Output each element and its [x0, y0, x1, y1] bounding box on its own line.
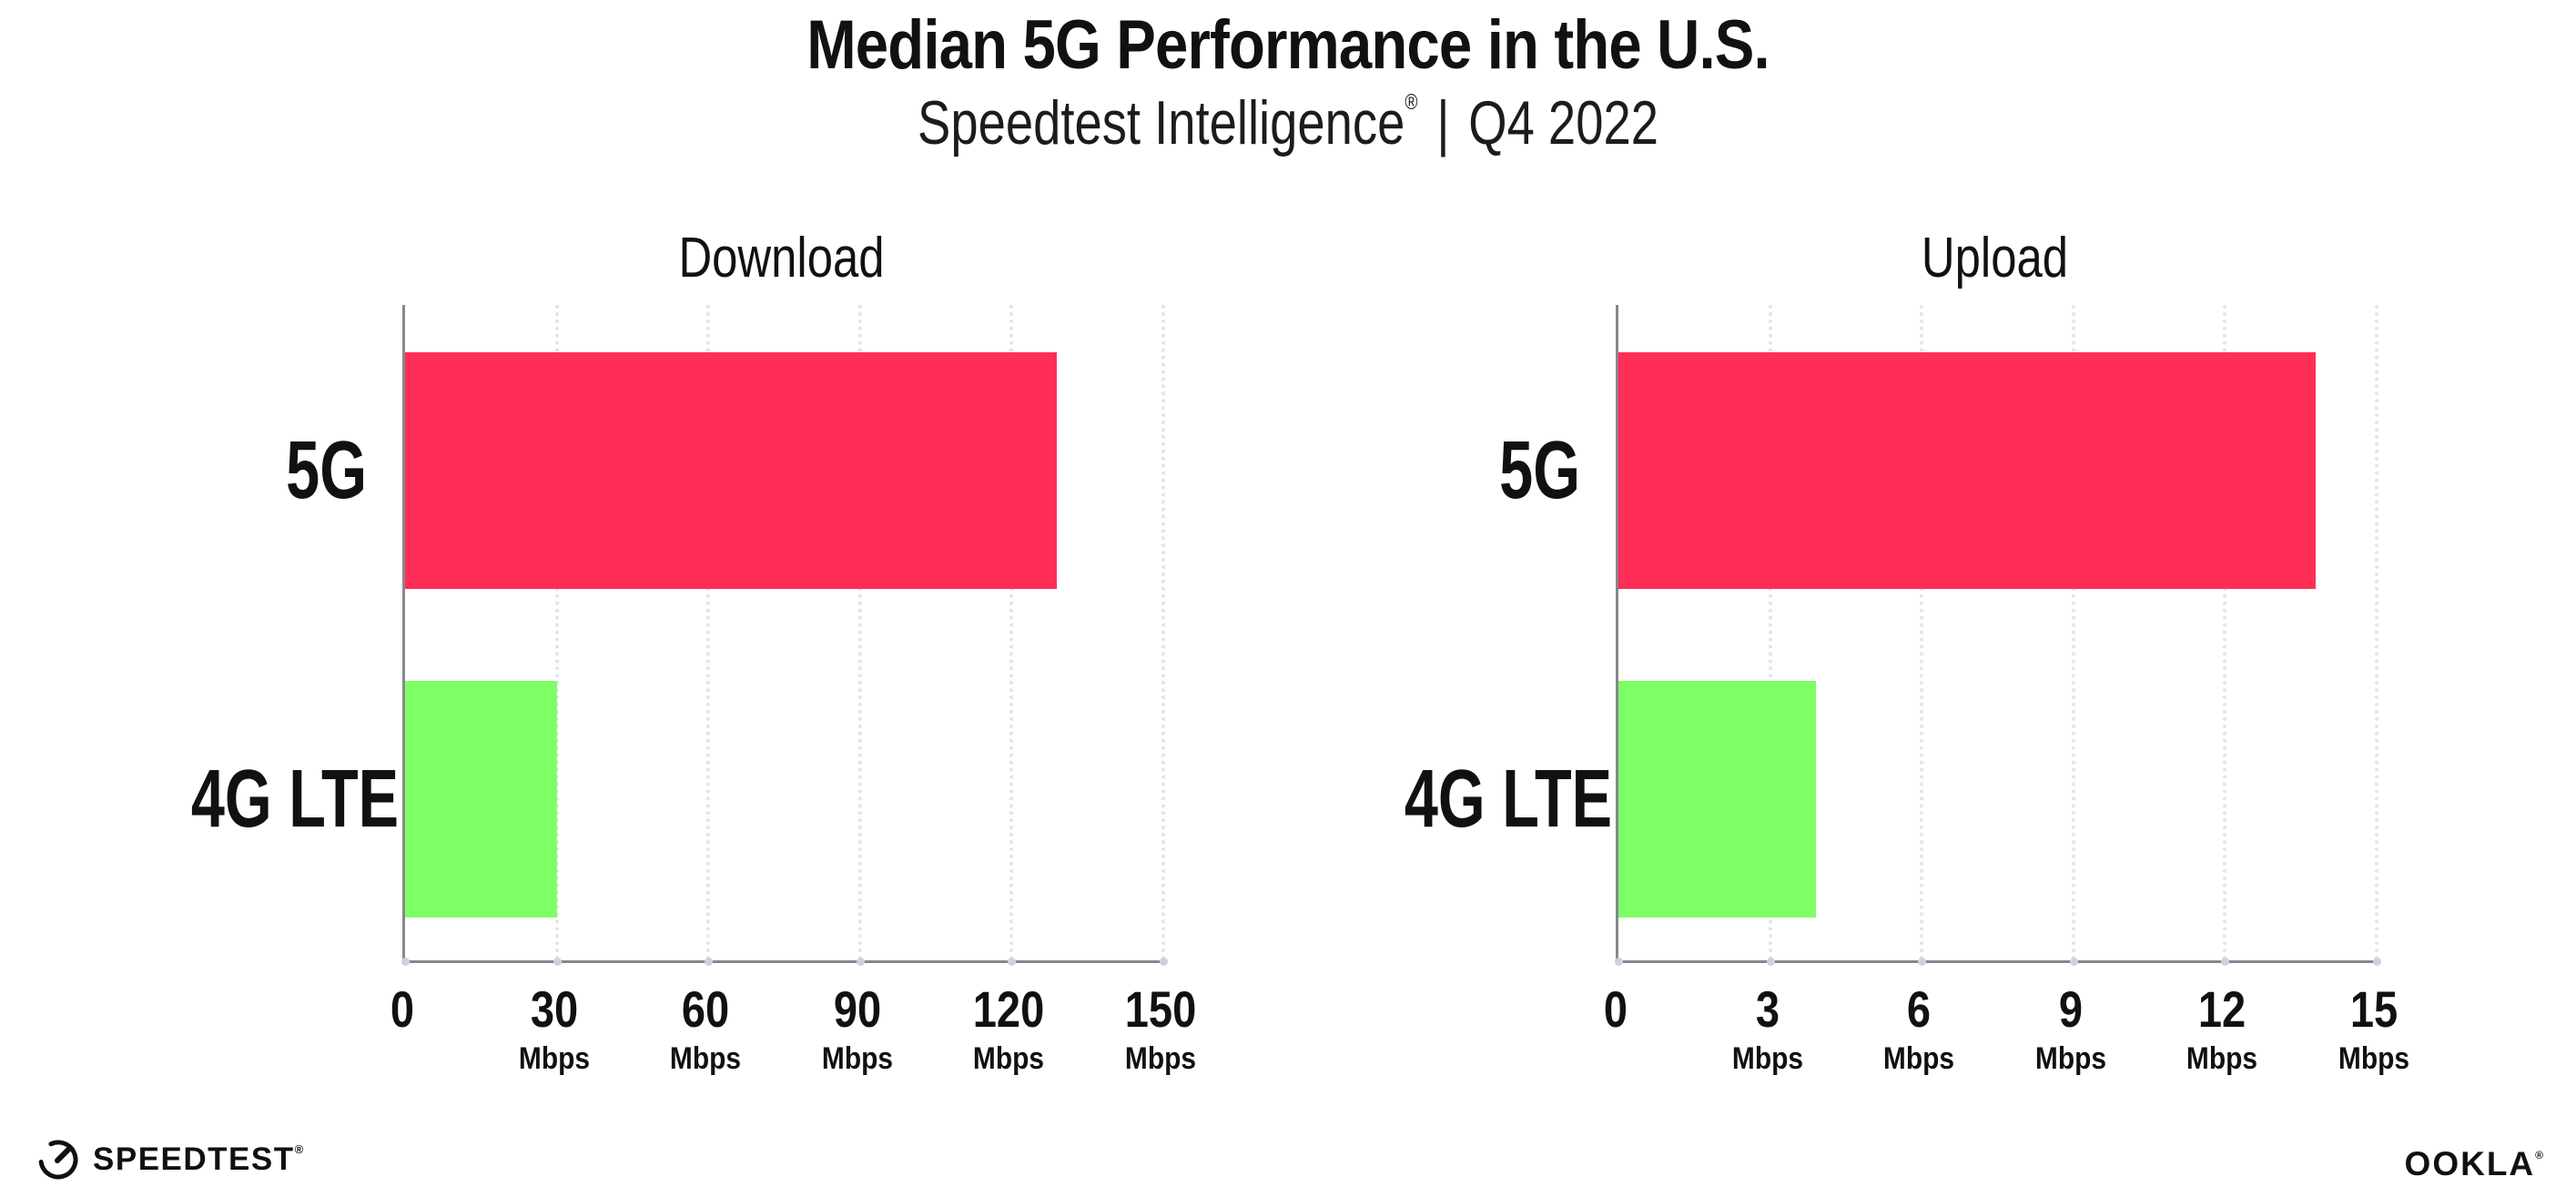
x-tick-12-upload: 12 Mbps — [2122, 980, 2322, 1077]
axis-tick-dot — [401, 958, 410, 966]
gridline-60-download — [706, 305, 711, 960]
speedtest-gauge-icon — [38, 1140, 78, 1180]
registered-mark-icon: ® — [294, 1142, 304, 1156]
gridline-3-upload — [1768, 305, 1772, 960]
x-tick-unit: Mbps — [2338, 1041, 2410, 1076]
registered-mark-icon: ® — [1405, 90, 1418, 115]
bar-5g-upload — [1618, 352, 2317, 589]
axis-tick-dot — [553, 958, 562, 966]
speedtest-logo: SPEEDTEST® — [36, 1138, 303, 1182]
x-tick-value: 12 — [2198, 980, 2246, 1038]
x-tick-value: 0 — [390, 980, 415, 1038]
gridline-9-upload — [2071, 305, 2075, 960]
x-tick-unit: Mbps — [2034, 1041, 2106, 1076]
category-label-5g-download: 5G — [286, 425, 367, 516]
axis-tick-dot — [1918, 958, 1927, 966]
bar-4g-lte-download — [405, 681, 557, 918]
axis-tick-dot — [2221, 958, 2230, 966]
x-tick-3-upload: 3 Mbps — [1668, 980, 1868, 1077]
subtitle-brand: Speedtest Intelligence — [918, 88, 1405, 157]
x-tick-unit: Mbps — [2186, 1041, 2258, 1076]
x-tick-value: 6 — [1907, 980, 1932, 1038]
x-tick-15-upload: 15 Mbps — [2274, 980, 2474, 1077]
x-tick-unit: Mbps — [1731, 1041, 1803, 1076]
x-tick-unit: Mbps — [821, 1041, 893, 1076]
subtitle-separator: | — [1436, 88, 1450, 157]
x-tick-30-download: 30 Mbps — [454, 980, 654, 1077]
gridline-30-download — [554, 305, 559, 960]
x-tick-unit: Mbps — [973, 1041, 1045, 1076]
x-tick-6-upload: 6 Mbps — [1819, 980, 2019, 1077]
x-tick-unit: Mbps — [1124, 1041, 1197, 1076]
axis-tick-dot — [2069, 958, 2078, 966]
axis-tick-dot — [1160, 958, 1168, 966]
registered-mark-icon: ® — [2535, 1149, 2543, 1161]
axis-tick-dot — [1766, 958, 1775, 966]
x-tick-90-download: 90 Mbps — [757, 980, 958, 1077]
gridline-90-download — [857, 305, 862, 960]
x-tick-value: 150 — [1124, 980, 1197, 1038]
figure-title: Median 5G Performance in the U.S. — [806, 6, 1770, 84]
x-tick-0-upload: 0 — [1516, 983, 1716, 1036]
x-tick-unit: Mbps — [518, 1041, 590, 1076]
ookla-wordmark: OOKLA® — [2404, 1145, 2543, 1182]
category-label-4g-lte-download: 4G LTE — [190, 754, 400, 845]
x-tick-value: 15 — [2349, 980, 2399, 1038]
upload-plot-area — [1615, 305, 2381, 966]
x-tick-value: 120 — [973, 980, 1045, 1038]
x-tick-9-upload: 9 Mbps — [1971, 980, 2171, 1077]
gridline-120-download — [1009, 305, 1014, 960]
axis-tick-dot — [1008, 958, 1017, 966]
bar-4g-lte-upload — [1618, 681, 1816, 918]
x-tick-value: 60 — [682, 980, 730, 1038]
gridline-12-upload — [2223, 305, 2227, 960]
category-label-4g-lte-upload: 4G LTE — [1404, 754, 1613, 845]
x-tick-0-download: 0 — [302, 983, 502, 1036]
axis-tick-dot — [1615, 958, 1623, 966]
x-tick-value: 9 — [2058, 980, 2083, 1038]
download-chart-title: Download — [678, 227, 885, 289]
x-tick-unit: Mbps — [1883, 1041, 1955, 1076]
speedtest-wordmark: SPEEDTEST® — [93, 1141, 304, 1177]
figure-subtitle: Speedtest Intelligence® | Q4 2022 — [258, 87, 2318, 158]
gridline-15-upload — [2375, 305, 2378, 960]
upload-chart-panel: Upload 0 3 Mbps 6 Mbps 9 Mbps 12 Mbps 15 Mbps 5G 4G … — [1343, 118, 2453, 1111]
gridline-150-download — [1161, 305, 1165, 960]
axis-tick-dot — [2373, 958, 2381, 966]
category-label-5g-upload: 5G — [1499, 425, 1580, 516]
upload-chart-title: Upload — [1921, 227, 2069, 289]
axis-tick-dot — [856, 958, 865, 966]
x-tick-value: 0 — [1603, 980, 1628, 1038]
x-tick-value: 3 — [1755, 980, 1780, 1038]
axis-tick-dot — [705, 958, 714, 966]
subtitle-period: Q4 2022 — [1468, 88, 1658, 157]
ookla-logo: OOKLA® — [2405, 1145, 2543, 1183]
x-tick-value: 30 — [530, 980, 578, 1038]
x-tick-unit: Mbps — [670, 1041, 742, 1076]
x-tick-60-download: 60 Mbps — [605, 980, 806, 1077]
gridline-6-upload — [1920, 305, 1924, 960]
x-tick-120-download: 120 Mbps — [908, 980, 1109, 1077]
bar-5g-download — [405, 352, 1058, 589]
x-tick-value: 90 — [833, 980, 881, 1038]
x-tick-150-download: 150 Mbps — [1060, 980, 1261, 1077]
gauge-needle-icon — [55, 1147, 71, 1163]
download-plot-area — [401, 305, 1168, 966]
download-chart-panel: Download 0 30 Mbps 60 Mbps 90 Mbps 120 Mbps 150 Mb… — [129, 118, 1240, 1111]
